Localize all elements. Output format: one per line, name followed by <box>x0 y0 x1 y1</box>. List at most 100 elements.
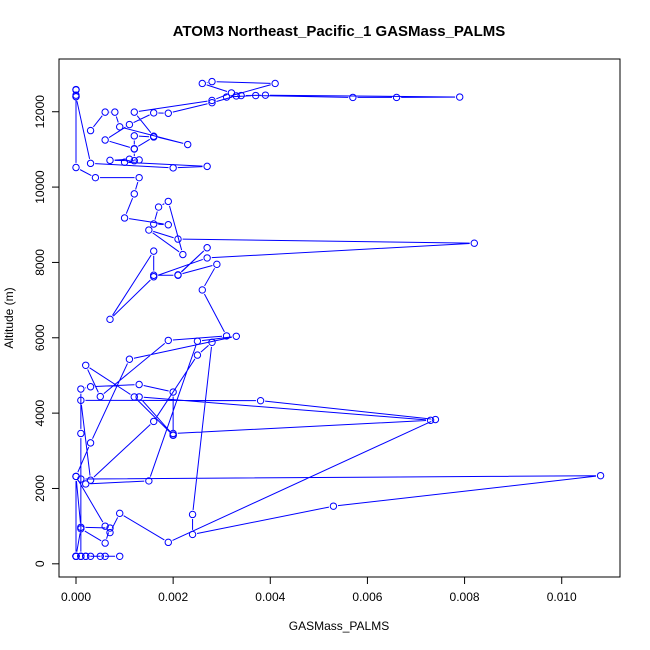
data-point <box>184 140 192 149</box>
data-point <box>125 120 134 129</box>
data-point <box>130 393 138 401</box>
data-point <box>101 136 109 144</box>
data-point <box>150 417 158 426</box>
data-point <box>116 509 124 518</box>
data-point <box>596 471 605 480</box>
data-point <box>106 315 114 324</box>
data-point <box>86 126 95 135</box>
data-point <box>232 332 240 340</box>
data-point <box>237 91 245 100</box>
data-point <box>213 260 221 269</box>
x-tick-label: 0.002 <box>158 590 188 604</box>
data-point <box>77 552 85 560</box>
data-point <box>431 415 440 424</box>
data-point <box>470 239 478 247</box>
x-tick-label: 0.000 <box>61 590 91 604</box>
data-point <box>349 93 357 102</box>
data-point <box>82 361 90 369</box>
data-point <box>150 132 158 140</box>
data-point <box>135 393 143 401</box>
data-point <box>77 429 85 438</box>
x-axis-label: GASMass_PALMS <box>289 619 389 633</box>
data-point <box>261 91 270 99</box>
data-point <box>135 156 143 164</box>
data-point <box>120 214 129 222</box>
x-tick-label: 0.008 <box>450 590 480 604</box>
data-point <box>169 388 177 396</box>
data-point <box>164 197 172 206</box>
data-point <box>426 416 435 424</box>
data-point <box>125 155 134 163</box>
data-point <box>72 472 80 481</box>
data-point <box>135 380 143 389</box>
data-point <box>77 385 85 393</box>
data-point <box>101 539 109 547</box>
data-point <box>106 528 114 537</box>
data-point <box>174 235 182 243</box>
data-point <box>154 203 163 211</box>
data-point <box>72 92 80 101</box>
y-tick-label: 6000 <box>33 324 47 351</box>
y-tick-label: 4000 <box>33 399 47 426</box>
data-point <box>101 552 109 560</box>
x-tick-label: 0.010 <box>547 590 577 604</box>
data-point <box>164 336 172 345</box>
data-point <box>222 332 231 340</box>
data-point <box>111 108 119 116</box>
data-point <box>150 109 158 117</box>
data-point <box>174 271 182 279</box>
data-point <box>203 162 211 171</box>
data-point <box>145 477 153 485</box>
data-point <box>101 522 109 530</box>
data-point <box>188 510 197 519</box>
data-point <box>72 85 80 94</box>
data-point <box>208 77 216 86</box>
x-axis: 0.000 0.002 0.004 0.006 0.008 0.010 <box>61 576 577 604</box>
data-point <box>150 271 158 279</box>
data-point <box>145 226 153 234</box>
data-point <box>164 221 172 229</box>
data-point <box>198 79 206 88</box>
data-point <box>82 480 90 488</box>
data-point <box>222 93 231 101</box>
data-point <box>188 530 197 539</box>
data-point <box>208 338 216 346</box>
data-point <box>86 552 95 560</box>
data-point <box>96 552 104 560</box>
data-point <box>271 79 279 88</box>
data-point <box>256 396 265 405</box>
y-axis-label: Altitude (m) <box>2 287 16 348</box>
data-point <box>72 552 80 560</box>
data-point <box>116 552 124 560</box>
data-point <box>329 502 338 510</box>
data-point <box>198 286 206 294</box>
x-tick-label: 0.006 <box>352 590 382 604</box>
data-point <box>208 96 216 105</box>
data-point <box>130 108 138 116</box>
data-point <box>116 123 124 131</box>
data-point <box>86 476 95 484</box>
data-point <box>82 552 90 560</box>
data-point <box>130 144 138 153</box>
y-tick-label: 12000 <box>33 95 47 129</box>
data-point <box>106 156 114 165</box>
data-point <box>77 396 85 405</box>
y-tick-label: 0 <box>33 560 47 567</box>
data-point <box>203 254 211 262</box>
data-point <box>164 109 172 117</box>
data-point <box>72 163 80 172</box>
data-point <box>193 337 202 345</box>
data-point <box>106 524 114 532</box>
data-point <box>169 164 177 172</box>
data-point <box>77 523 85 531</box>
y-tick-label: 10000 <box>33 170 47 204</box>
y-tick-label: 8000 <box>33 249 47 276</box>
y-tick-label: 2000 <box>33 475 47 502</box>
data-point <box>203 244 211 252</box>
data-point <box>392 93 401 102</box>
data-point <box>135 173 143 182</box>
data-point <box>86 159 95 168</box>
data-point <box>130 132 138 140</box>
data-point <box>252 91 260 100</box>
